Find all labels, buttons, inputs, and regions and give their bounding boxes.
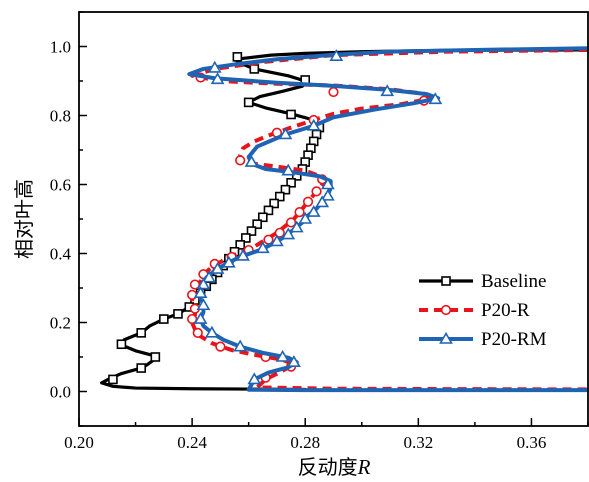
legend-marker-baseline <box>441 276 451 286</box>
legend: Baseline P20-R P20-RM <box>419 271 547 350</box>
data-point-baseline <box>258 212 268 223</box>
data-point-p20-rm <box>255 241 270 254</box>
data-point-p20-rm <box>236 248 250 261</box>
data-point-p20-rm <box>287 355 301 367</box>
data-point-p20-r <box>285 217 297 228</box>
data-point-baseline <box>235 240 245 250</box>
data-point-baseline <box>159 314 169 324</box>
data-point-p20-rm <box>210 261 225 274</box>
data-point-p20-rm <box>210 72 225 85</box>
data-point-p20-rm <box>281 227 296 240</box>
data-point-p20-rm <box>270 234 284 247</box>
legend-label-p20-rm: P20-RM <box>481 329 547 350</box>
data-point-p20-rm <box>289 220 304 233</box>
data-point-baseline <box>274 191 285 202</box>
data-point-p20-rm <box>196 277 211 290</box>
x-tick-label: 0.32 <box>403 433 433 452</box>
data-point-baseline <box>116 339 127 350</box>
legend-label-baseline: Baseline <box>481 271 546 292</box>
x-tick-label: 0.24 <box>177 433 207 452</box>
data-point-p20-rm <box>207 60 222 73</box>
legend-label-p20-r: P20-R <box>481 300 530 321</box>
data-point-p20-r <box>189 279 201 290</box>
legend-item-baseline: Baseline <box>419 271 546 292</box>
data-point-p20-rm <box>298 211 313 224</box>
data-point-baseline <box>263 205 274 216</box>
data-point-baseline <box>252 219 262 229</box>
data-point-baseline <box>243 97 254 108</box>
data-point-baseline <box>232 52 243 62</box>
data-point-p20-r <box>192 327 203 338</box>
series-baseline <box>100 48 588 392</box>
data-point-baseline <box>150 352 161 362</box>
data-point-baseline <box>286 109 296 120</box>
data-point-baseline <box>286 177 296 188</box>
data-point-p20-r <box>302 196 314 207</box>
x-axis-title: 反动度R <box>298 455 371 479</box>
data-point-p20-rm <box>193 286 208 298</box>
data-point-p20-r <box>187 313 198 325</box>
data-point-p20-r <box>235 155 246 166</box>
data-point-p20-rm <box>202 270 216 283</box>
data-point-p20-rm <box>306 205 321 217</box>
data-point-p20-rm <box>278 127 293 140</box>
data-point-p20-rm <box>380 84 395 97</box>
data-point-baseline <box>136 328 147 338</box>
y-tick-label: 0.6 <box>50 176 71 195</box>
y-axis-title: 相对叶高 <box>12 179 36 259</box>
data-point-p20-rm <box>221 255 236 268</box>
y-tick-label: 0.0 <box>50 383 71 402</box>
x-axis-title-text: 反动度 <box>298 455 358 479</box>
legend-marker-p20-r <box>440 304 452 316</box>
data-point-baseline <box>246 226 257 236</box>
data-point-p20-rm <box>275 349 290 362</box>
data-point-p20-rm <box>205 325 219 338</box>
data-point-p20-rm <box>329 49 344 61</box>
data-point-p20-r <box>311 186 322 197</box>
data-point-baseline <box>241 233 251 243</box>
data-point-baseline <box>280 184 291 195</box>
data-point-p20-r <box>274 227 285 238</box>
data-point-p20-rm <box>306 118 321 131</box>
data-point-p20-rm <box>428 92 443 105</box>
data-point-baseline <box>249 64 260 74</box>
data-point-p20-r <box>328 86 339 98</box>
legend-item-p20-rm: P20-RM <box>419 329 547 350</box>
series-p20-rm <box>187 46 588 393</box>
data-point-baseline <box>173 309 183 319</box>
legend-marker-p20-rm <box>439 331 453 344</box>
data-point-p20-r <box>215 341 226 352</box>
data-point-p20-rm <box>315 195 330 208</box>
data-point-p20-rm <box>244 154 259 167</box>
legend-item-p20-r: P20-R <box>419 300 530 321</box>
data-point-p20-rm <box>233 339 248 352</box>
data-point-p20-rm <box>193 311 208 324</box>
plot-frame <box>78 11 589 427</box>
data-point-p20-rm <box>281 163 296 176</box>
x-axis-variable: R <box>357 455 371 479</box>
data-point-baseline <box>269 198 279 209</box>
y-tick-label: 0.2 <box>50 314 71 333</box>
y-tick-label: 0.4 <box>50 245 72 264</box>
data-point-p20-rm <box>247 372 262 385</box>
data-point-baseline <box>136 363 147 373</box>
data-point-p20-rm <box>320 177 335 190</box>
x-tick-label: 0.20 <box>64 433 94 452</box>
data-point-p20-rm <box>196 298 211 311</box>
data-point-baseline <box>108 374 118 385</box>
data-point-p20-rm <box>320 188 335 201</box>
x-tick-label: 0.36 <box>517 433 547 452</box>
x-tick-label: 0.28 <box>290 433 320 452</box>
y-tick-label: 0.8 <box>50 107 71 126</box>
y-tick-label: 1.0 <box>50 38 71 57</box>
data-point-p20-r <box>294 207 305 218</box>
